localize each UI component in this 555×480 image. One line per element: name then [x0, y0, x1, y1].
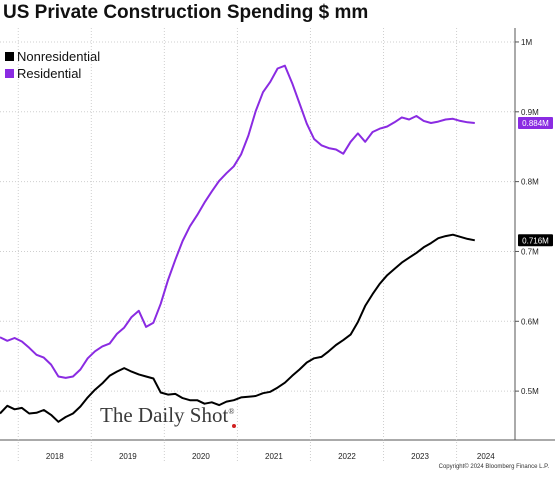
- copyright-text: Copyright© 2024 Bloomberg Finance L.P.: [438, 464, 549, 470]
- last-value-label-residential: 0.884M: [522, 119, 549, 128]
- legend-label-residential: Residential: [17, 66, 82, 81]
- legend-item-nonresidential: Nonresidential: [5, 49, 100, 64]
- x-tick-label: 2018: [46, 452, 64, 461]
- last-value-badge-nonresidential: [518, 234, 553, 247]
- y-tick-label: 0.6M: [521, 317, 539, 326]
- legend-item-residential: Residential: [5, 66, 81, 81]
- y-tick-label: 1M: [521, 38, 532, 47]
- x-tick-label: 2023: [411, 452, 429, 461]
- x-tick-label: 2019: [119, 452, 137, 461]
- x-tick-label: 2021: [265, 452, 283, 461]
- legend-swatch-residential: [5, 69, 14, 78]
- last-value-badge-residential: [518, 116, 553, 129]
- series-line-residential: [0, 64, 475, 379]
- legend-swatch-nonresidential: [5, 52, 14, 61]
- legend-label-nonresidential: Nonresidential: [17, 49, 101, 64]
- last-value-label-nonresidential: 0.716M: [522, 236, 549, 245]
- x-tick-label: 2022: [338, 452, 356, 461]
- x-tick-label: 2024: [477, 452, 495, 461]
- y-tick-label: 0.5M: [521, 387, 539, 396]
- watermark: The Daily Shot®: [100, 403, 234, 428]
- watermark-text: The Daily Shot: [100, 403, 229, 427]
- y-tick-label: 0.9M: [521, 108, 539, 117]
- chart-title: US Private Construction Spending $ mm: [3, 2, 369, 23]
- y-tick-label: 0.8M: [521, 178, 539, 187]
- x-tick-label: 2020: [192, 452, 210, 461]
- watermark-mark: ®: [228, 407, 235, 416]
- series-line-nonresidential: [0, 233, 475, 423]
- y-tick-label: 0.7M: [521, 247, 539, 256]
- watermark-dot: [232, 424, 236, 428]
